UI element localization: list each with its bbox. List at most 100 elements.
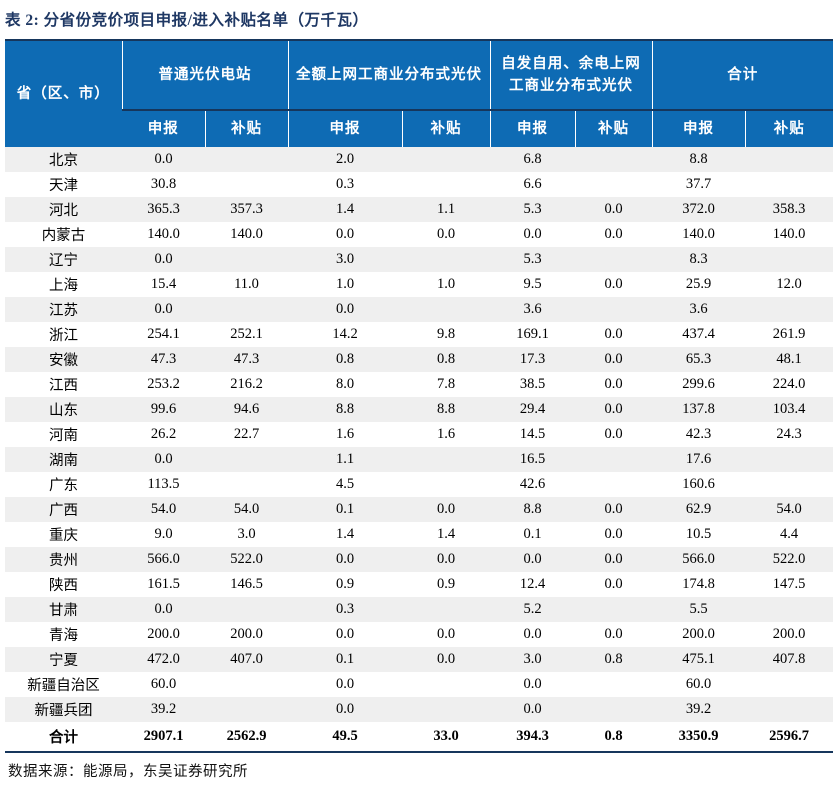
value-cell: 0.3 <box>335 176 355 192</box>
value-cell: 0.1 <box>335 651 355 667</box>
province-cell: 内蒙古 <box>41 228 86 244</box>
table-row: 江苏 0.0 0.0 3.6 3.6 <box>5 297 833 322</box>
province-cell: 北京 <box>49 153 78 169</box>
province-cell: 新疆兵团 <box>34 703 93 719</box>
value-cell: 169.1 <box>516 326 549 342</box>
value-cell <box>575 297 652 322</box>
value-cell: 0.0 <box>335 551 355 567</box>
sub-header-subsidy: 补贴 <box>744 110 833 147</box>
value-cell <box>205 172 288 197</box>
value-cell: 42.6 <box>519 476 546 492</box>
value-cell: 0.3 <box>335 601 355 617</box>
value-cell: 3.6 <box>523 301 542 317</box>
table-row: 贵州 566.0 522.0 0.0 0.0 0.0 0.0 566.0 522.0 <box>5 547 833 572</box>
value-cell: 0.0 <box>523 551 542 567</box>
value-cell: 0.0 <box>604 576 623 592</box>
table-row: 安徽 47.3 47.3 0.8 0.8 17.3 0.0 65.3 48.1 <box>5 347 833 372</box>
value-cell: 566.0 <box>147 551 180 567</box>
value-cell: 3.0 <box>237 526 256 542</box>
value-cell: 0.0 <box>154 301 173 317</box>
value-cell: 8.8 <box>335 401 355 417</box>
group-header-self-use-distributed-pv: 自发自用、余电上网工商业分布式光伏 <box>489 40 652 111</box>
value-cell: 3.6 <box>689 301 708 317</box>
value-cell: 0.0 <box>604 326 623 342</box>
value-cell: 7.8 <box>436 376 456 392</box>
province-cell: 浙江 <box>49 328 78 344</box>
table-row: 陕西 161.5 146.5 0.9 0.9 12.4 0.0 174.8 147.5 <box>5 572 833 597</box>
value-cell: 372.0 <box>682 201 715 217</box>
value-cell: 407.0 <box>230 651 263 667</box>
value-cell: 0.0 <box>604 226 623 242</box>
value-cell: 6.6 <box>523 176 542 192</box>
value-cell: 6.8 <box>523 151 542 167</box>
value-cell <box>402 247 490 272</box>
value-cell: 0.0 <box>154 251 173 267</box>
value-cell: 299.6 <box>682 376 715 392</box>
value-cell: 8.0 <box>335 376 355 392</box>
value-cell <box>205 472 288 497</box>
value-cell: 140.0 <box>682 226 715 242</box>
value-cell: 147.5 <box>772 576 806 592</box>
province-cell: 辽宁 <box>49 253 78 269</box>
table-row: 青海 200.0 200.0 0.0 0.0 0.0 0.0 200.0 200.0 <box>5 622 833 647</box>
value-cell: 15.4 <box>150 276 177 292</box>
value-cell <box>745 672 833 697</box>
value-cell: 0.0 <box>154 151 173 167</box>
value-cell: 475.1 <box>682 651 715 667</box>
value-cell: 407.8 <box>772 651 806 667</box>
corner-header-province: 省（区、市） <box>5 40 122 147</box>
table-row: 上海 15.4 11.0 1.0 1.0 9.5 0.0 25.9 12.0 <box>5 272 833 297</box>
sub-header-apply: 申报 <box>122 110 205 147</box>
total-label-cell: 合计 <box>5 722 122 753</box>
province-cell: 上海 <box>49 278 78 294</box>
value-cell: 47.3 <box>150 351 177 367</box>
value-cell: 0.8 <box>335 351 355 367</box>
value-cell: 0.0 <box>604 376 623 392</box>
value-cell <box>745 147 833 172</box>
value-cell: 4.5 <box>335 476 355 492</box>
value-cell <box>402 147 490 172</box>
table-row: 江西 253.2 216.2 8.0 7.8 38.5 0.0 299.6 224.0 <box>5 372 833 397</box>
province-cell: 江西 <box>49 378 78 394</box>
total-value-cell: 3350.9 <box>652 722 745 753</box>
value-cell <box>575 147 652 172</box>
table-row: 湖南 0.0 1.1 16.5 17.6 <box>5 447 833 472</box>
value-cell: 0.0 <box>335 701 355 717</box>
value-cell: 1.4 <box>335 201 355 217</box>
value-cell: 0.8 <box>436 351 456 367</box>
value-cell: 54.0 <box>233 501 260 517</box>
value-cell <box>402 697 490 722</box>
province-cell: 天津 <box>49 178 78 194</box>
value-cell: 0.0 <box>604 401 623 417</box>
value-cell: 8.8 <box>689 151 708 167</box>
province-cell: 湖南 <box>49 453 78 469</box>
value-cell <box>402 597 490 622</box>
value-cell: 0.0 <box>604 276 623 292</box>
table-header: 省（区、市） 普通光伏电站 全额上网工商业分布式光伏 自发自用、余电上网工商业分… <box>5 40 833 147</box>
sub-header-apply: 申报 <box>651 110 745 147</box>
data-table: 省（区、市） 普通光伏电站 全额上网工商业分布式光伏 自发自用、余电上网工商业分… <box>5 39 833 753</box>
value-cell: 522.0 <box>772 551 806 567</box>
value-cell <box>745 247 833 272</box>
group-header-full-grid-distributed-pv: 全额上网工商业分布式光伏 <box>287 40 490 111</box>
value-cell <box>745 447 833 472</box>
value-cell: 437.4 <box>682 326 715 342</box>
table-row: 浙江 254.1 252.1 14.2 9.8 169.1 0.0 437.4 261.9 <box>5 322 833 347</box>
value-cell: 0.0 <box>523 701 542 717</box>
value-cell: 1.1 <box>335 451 355 467</box>
value-cell: 200.0 <box>147 626 180 642</box>
total-value-cell: 2562.9 <box>205 722 288 753</box>
value-cell: 140.0 <box>230 226 263 242</box>
value-cell: 24.3 <box>776 426 802 442</box>
value-cell: 0.0 <box>335 226 355 242</box>
value-cell: 22.7 <box>233 426 260 442</box>
table-row: 辽宁 0.0 3.0 5.3 8.3 <box>5 247 833 272</box>
value-cell: 5.5 <box>689 601 708 617</box>
value-cell: 42.3 <box>685 426 712 442</box>
sub-header-apply: 申报 <box>489 110 575 147</box>
value-cell: 1.4 <box>436 526 456 542</box>
value-cell: 0.0 <box>436 651 456 667</box>
total-value-cell: 0.8 <box>575 722 652 753</box>
value-cell: 37.7 <box>685 176 712 192</box>
value-cell <box>205 247 288 272</box>
